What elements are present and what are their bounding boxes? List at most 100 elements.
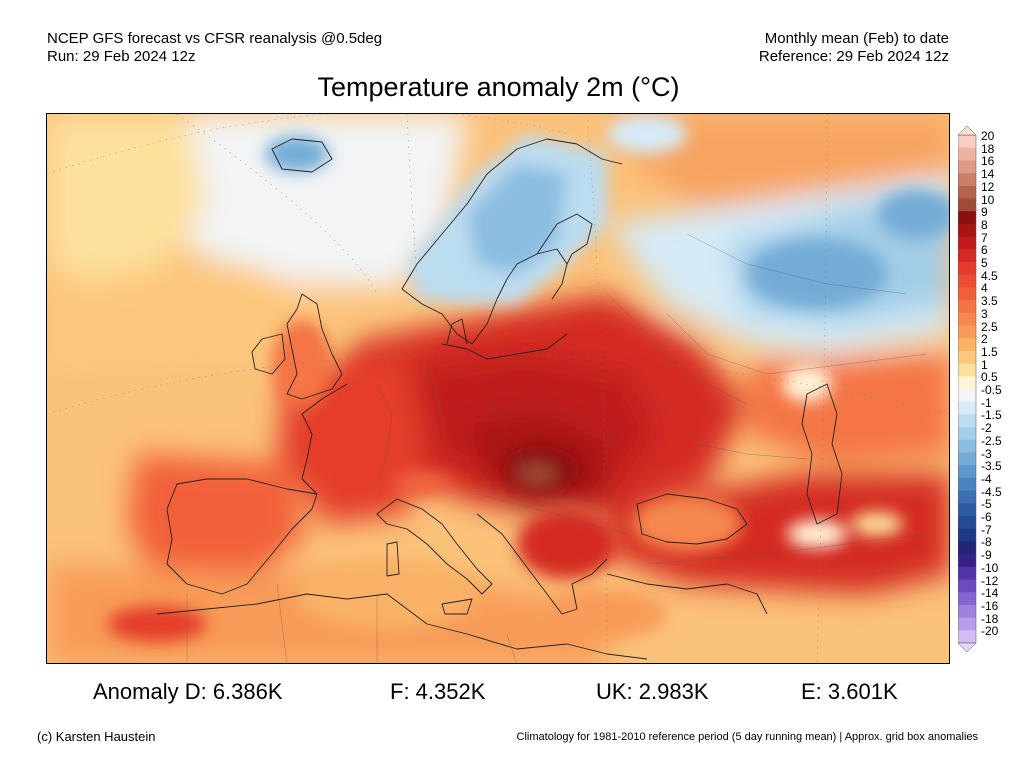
color-scale-cell (958, 363, 976, 377)
color-scale-label: 10 (981, 192, 995, 207)
color-scale-cell (958, 604, 976, 618)
color-scale-cell (958, 338, 976, 352)
color-scale-label: 9 (981, 205, 988, 220)
color-scale-cell (958, 490, 976, 504)
color-scale-label: -6 (981, 510, 992, 524)
color-scale-cell (958, 262, 976, 276)
color-scale-label: 5 (981, 256, 988, 270)
color-scale-label: -8 (981, 535, 992, 550)
color-scale-label: -4 (981, 471, 992, 486)
stat-france: F: 4.352K (390, 679, 486, 704)
color-scale-cell (958, 414, 976, 428)
color-scale-cell (958, 312, 976, 326)
header-left: NCEP GFS forecast vs CFSR reanalysis @0.… (47, 30, 382, 66)
color-scale-label: -2 (981, 421, 992, 436)
anomaly-stats: Anomaly D: 6.386K F: 4.352K UK: 2.983K E… (0, 679, 1024, 709)
color-scale-cell (958, 541, 976, 555)
color-scale-label: -1 (981, 395, 992, 410)
color-scale-label: -14 (981, 586, 999, 601)
color-scale-cell (958, 554, 976, 568)
color-scale-label: -20 (981, 624, 999, 639)
color-scale-label: 14 (981, 167, 995, 182)
color-scale-bar (958, 125, 977, 653)
graticule (47, 114, 949, 663)
borders (186, 233, 928, 663)
color-scale-cells (958, 134, 977, 644)
color-scale-label: -16 (981, 598, 999, 613)
color-scale-label: 4 (981, 281, 988, 296)
copyright: (c) Karsten Haustein (37, 729, 156, 744)
color-scale-cell (958, 300, 976, 314)
color-scale-label: 4.5 (981, 268, 998, 283)
color-scale-label: 8 (981, 217, 988, 232)
color-scale-cell (958, 325, 976, 339)
color-scale-cell (958, 401, 976, 415)
reference-time: Reference: 29 Feb 2024 12z (758, 48, 949, 65)
color-scale-label: 1.5 (981, 344, 998, 359)
color-scale-label: -3 (981, 446, 992, 461)
color-scale-cell (958, 477, 976, 491)
color-scale-cell (958, 516, 976, 530)
stat-spain: E: 3.601K (801, 679, 898, 704)
map-title: Temperature anomaly 2m (°C) (317, 72, 680, 102)
color-scale-cell (958, 630, 976, 644)
color-scale-cell (958, 223, 976, 237)
color-scale-top-arrow (958, 125, 977, 136)
model-description: NCEP GFS forecast vs CFSR reanalysis @0.… (47, 30, 383, 47)
color-scale-cell (958, 185, 976, 199)
color-scale-cell (958, 376, 976, 390)
climatology-note: Climatology for 1981-2010 reference peri… (516, 731, 978, 743)
color-scale-cell (958, 236, 976, 250)
color-scale-label: 6 (981, 243, 988, 258)
color-scale-label: -10 (981, 560, 999, 575)
color-scale-cell (958, 389, 976, 403)
run-time: Run: 29 Feb 2024 12z (47, 48, 196, 65)
color-scale-label: -5 (981, 497, 992, 512)
anomaly-map (46, 113, 950, 664)
color-scale-cell (958, 592, 976, 606)
color-scale-cell (958, 287, 976, 301)
color-scale-label: -3.5 (981, 459, 1002, 474)
color-scale-label: -18 (981, 611, 999, 626)
color-scale-cell (958, 147, 976, 161)
color-scale-cell (958, 350, 976, 364)
field-detail (107, 114, 949, 642)
color-scale-bottom-arrow (958, 642, 977, 653)
anomaly-map-graphic (47, 114, 949, 663)
color-scale-label: -1.5 (981, 408, 1002, 423)
color-scale-cell (958, 427, 976, 441)
color-scale-cell (958, 211, 976, 225)
color-scale-label: 2 (981, 332, 988, 347)
color-scale-cell (958, 503, 976, 517)
color-scale-label: 2.5 (981, 319, 998, 334)
color-scale-label: 7 (981, 230, 988, 245)
color-scale-cell (958, 452, 976, 466)
color-scale-label: 1 (981, 357, 988, 372)
stat-uk: UK: 2.983K (596, 679, 709, 704)
color-scale-cell (958, 566, 976, 580)
color-scale-cell (958, 617, 976, 631)
color-scale-label: -0.5 (981, 383, 1002, 397)
header-right: Monthly mean (Feb) to date Reference: 29… (759, 30, 949, 66)
color-scale-label: -4.5 (981, 484, 1002, 499)
color-scale-label: 0.5 (981, 370, 998, 385)
color-scale-cell (958, 173, 976, 187)
color-scale-cell (958, 465, 976, 479)
color-scale-label: -7 (981, 522, 992, 537)
color-scale-cell (958, 135, 976, 149)
color-scale-cell (958, 579, 976, 593)
averaging-period: Monthly mean (Feb) to date (764, 30, 949, 47)
color-scale-label: -12 (981, 573, 999, 588)
stat-germany: Anomaly D: 6.386K (93, 679, 283, 704)
coastlines (156, 138, 843, 660)
color-scale-label: -9 (981, 548, 992, 563)
color-scale-cell (958, 439, 976, 453)
color-scale-label: 18 (981, 141, 995, 156)
color-scale-label: 3.5 (981, 294, 998, 309)
color-scale-label: 12 (981, 179, 995, 194)
color-scale-cell (958, 249, 976, 263)
color-scale-label: 20 (981, 129, 995, 143)
color-scale-cell (958, 528, 976, 542)
color-scale-label: 16 (981, 154, 995, 169)
color-scale-cell (958, 198, 976, 212)
